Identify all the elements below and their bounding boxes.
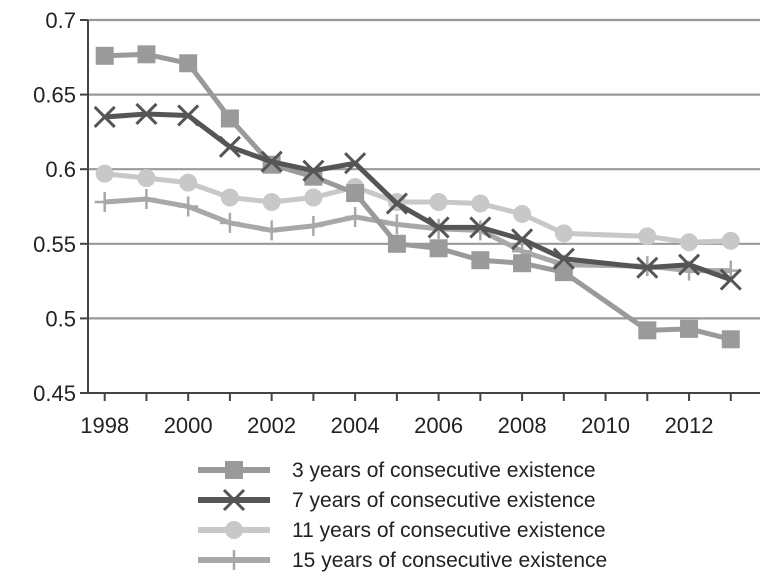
x-axis-tick-labels: 1998 2000 2002 2004 2006 2008 2010 2012 [80,413,713,438]
legend-item: 11 years of consecutive existence [198,519,606,542]
x-tick-label: 2008 [498,413,547,438]
y-tick-label: 0.7 [45,8,76,33]
data-point [136,189,157,210]
data-point [95,46,114,65]
data-point [469,216,492,239]
data-point [137,45,156,64]
data-point [554,224,573,243]
legend: 3 years of consecutive existence 7 years … [198,459,607,572]
data-point [511,228,534,251]
x-tick-label: 2002 [247,413,296,438]
x-tick-label: 2000 [164,413,213,438]
data-point [137,169,156,188]
data-point [554,263,573,282]
legend-marker [225,521,243,539]
data-point [345,206,366,227]
data-point [677,253,701,276]
data-point [427,216,450,239]
data-point [220,188,239,207]
data-point [386,214,407,235]
data-point [95,164,114,183]
series-1 [95,45,740,349]
data-point [429,193,448,212]
data-point [302,159,325,182]
data-point [552,247,575,270]
data-point [219,212,240,233]
x-tick-label: 1998 [80,413,129,438]
data-point [429,239,448,258]
legend-label: 11 years of consecutive existence [292,519,606,542]
legend-marker [225,461,243,479]
data-point [636,256,659,279]
legend-marker [224,550,244,570]
legend-label: 15 years of consecutive existence [292,549,607,572]
data-point [680,233,699,252]
data-point [179,173,198,192]
data-point [220,109,239,128]
x-tick-label: 2012 [665,413,714,438]
data-point [177,104,200,127]
data-point [680,319,699,338]
legend-marker [222,488,246,512]
data-point [218,135,241,158]
y-tick-label: 0.65 [33,83,76,108]
data-point [94,192,115,213]
series-2 [93,102,742,291]
data-point [638,227,657,246]
legend-item: 7 years of consecutive existence [198,488,596,512]
data-point [471,251,490,270]
data-point [346,184,365,203]
data-point [513,204,532,223]
data-point [721,231,740,250]
data-point [303,215,324,236]
data-point [304,188,323,207]
legend-label: 3 years of consecutive existence [292,459,596,482]
series-line [104,51,732,342]
data-point [385,192,408,215]
data-point [513,254,532,273]
axes [80,19,760,401]
legend-item: 3 years of consecutive existence [198,459,596,482]
data-point [344,152,367,175]
x-tick-label: 2010 [581,413,630,438]
series-lines [93,45,742,349]
y-tick-label: 0.45 [33,381,76,406]
data-point [135,102,158,126]
data-point [260,150,283,173]
data-point [387,234,406,253]
y-axis-tick-labels: 0.45 0.5 0.55 0.6 0.65 0.7 [33,8,76,406]
legend-label: 7 years of consecutive existence [292,489,596,512]
data-point [262,193,281,212]
data-point [721,330,740,349]
x-tick-label: 2004 [331,413,380,438]
series-line [104,111,732,282]
x-tick-label: 2006 [414,413,463,438]
data-point [719,268,742,291]
y-tick-label: 0.5 [45,306,76,331]
data-point [261,220,282,241]
legend-item: 15 years of consecutive existence [198,549,607,572]
data-point [93,105,116,129]
data-point [179,54,198,73]
data-point [638,321,657,340]
y-tick-label: 0.55 [33,232,76,257]
data-point [471,194,490,213]
data-point [178,196,199,217]
y-tick-label: 0.6 [45,157,76,182]
